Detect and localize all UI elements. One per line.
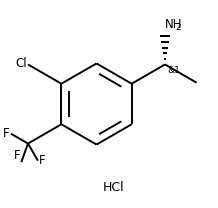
Text: F: F bbox=[39, 154, 46, 167]
Text: NH: NH bbox=[165, 18, 182, 31]
Text: F: F bbox=[14, 149, 20, 162]
Text: &1: &1 bbox=[167, 66, 180, 75]
Text: 2: 2 bbox=[175, 23, 181, 32]
Text: F: F bbox=[3, 127, 10, 140]
Text: HCl: HCl bbox=[102, 181, 124, 194]
Text: Cl: Cl bbox=[15, 57, 27, 70]
